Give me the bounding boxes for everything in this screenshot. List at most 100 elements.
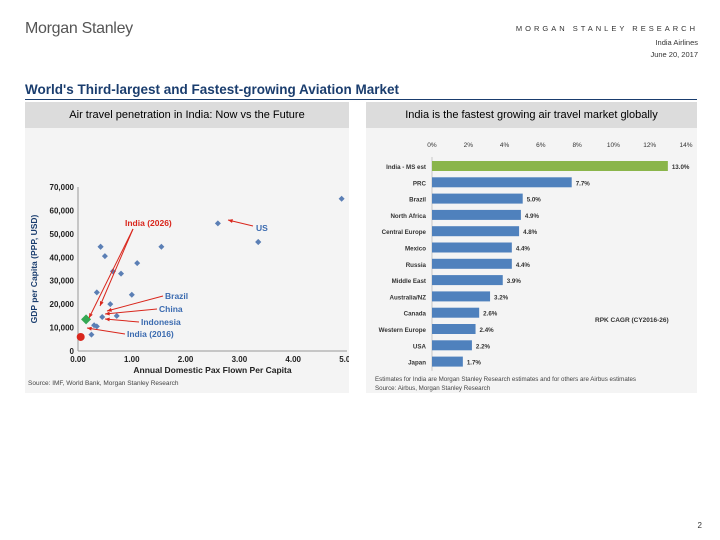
value-label: 3.2%: [494, 294, 509, 301]
bar-chart: 0% 2% 4% 6% 8% 10% 12% 14% India - MS est 13.0% PR…: [375, 142, 693, 392]
category-label: PRC: [413, 180, 427, 187]
x-tick-label: 4.00: [285, 355, 301, 364]
y-tick-label: 50,000: [50, 230, 75, 239]
x-tick-label: 10%: [607, 142, 620, 149]
arrow-china: [104, 308, 158, 315]
x-tick-label: 2%: [464, 142, 474, 149]
arrow-india-2026-b-head: [89, 313, 93, 318]
arrow-india-2026-b: [88, 228, 134, 319]
bar: [432, 258, 512, 269]
bar: [432, 307, 480, 318]
bar: [432, 161, 668, 171]
right-panel-heading: India is the fastest growing air travel …: [366, 102, 697, 128]
bar-source: Source: Airbus, Morgan Stanley Research: [375, 385, 491, 392]
bar: [432, 340, 472, 351]
y-tick-label: 10,000: [50, 324, 75, 333]
bar: [432, 193, 523, 204]
category-label: Japan: [408, 360, 426, 367]
scatter-point: [158, 243, 165, 250]
arrow-indonesia-head: [105, 317, 110, 322]
x-tick-label: 6%: [536, 142, 546, 149]
arrow-india-2026: [99, 228, 134, 307]
y-tick-label: 20,000: [50, 300, 75, 309]
page-number: 2: [697, 521, 702, 530]
bar: [432, 275, 503, 286]
slide-title: World's Third-largest and Fastest-growin…: [25, 82, 400, 97]
scatter-chart: 0 10,000 20,000 30,000 40,000 50,000 60,000 70,…: [28, 183, 355, 387]
category-label: India - MS est: [386, 164, 426, 171]
arrow-indonesia: [104, 318, 140, 323]
x-tick-label: 8%: [572, 142, 582, 149]
label-india-2016: India (2016): [127, 329, 174, 339]
x-tick-label: 4%: [500, 142, 510, 149]
label-india-2026: India (2026): [125, 218, 172, 228]
y-tick-label: 40,000: [50, 253, 75, 262]
scatter-point: [93, 289, 100, 296]
x-tick-label: 2.00: [178, 355, 194, 364]
label-indonesia: Indonesia: [141, 317, 181, 327]
arrow-india-2026-head: [100, 301, 104, 306]
value-label: 2.6%: [483, 311, 498, 318]
scatter-source: Source: IMF, World Bank, Morgan Stanley …: [28, 380, 179, 387]
y-tick-label: 60,000: [50, 206, 75, 215]
category-label: USA: [413, 343, 427, 350]
x-tick-label: 1.00: [124, 355, 140, 364]
scatter-point: [118, 270, 125, 277]
category-label: Russia: [406, 262, 427, 269]
research-label: MORGAN STANLEY RESEARCH: [515, 24, 698, 33]
india-2016-point: [76, 332, 85, 341]
bar-panel: 0% 2% 4% 6% 8% 10% 12% 14% India - MS est 13.0% PR…: [366, 128, 697, 393]
category-label: Canada: [404, 311, 427, 318]
arrow-us-head: [228, 219, 233, 223]
scatter-point: [101, 253, 108, 260]
legend-label: RPK CAGR (CY2016-26): [595, 317, 669, 324]
report-meta: India Airlines June 20, 2017: [650, 37, 698, 61]
bar-notes: Estimates for India are Morgan Stanley R…: [375, 376, 636, 383]
morgan-stanley-logo: Morgan Stanley: [25, 20, 133, 37]
label-china: China: [159, 304, 183, 314]
bar: [432, 209, 521, 220]
value-label: 2.4%: [480, 327, 495, 334]
bar: [432, 226, 520, 237]
title-rule: [25, 99, 697, 100]
scatter-point: [97, 243, 104, 250]
category-label: North Africa: [390, 213, 426, 220]
arrow-india-2016: [86, 327, 126, 335]
scatter-point: [134, 260, 141, 267]
category-label: Central Europe: [382, 229, 427, 236]
x-tick-label: 3.00: [232, 355, 248, 364]
bar: [432, 177, 572, 188]
scatter-point: [255, 239, 262, 246]
value-label: 3.9%: [507, 278, 522, 285]
scatter-point: [128, 291, 135, 298]
y-tick-label: 30,000: [50, 277, 75, 286]
scatter-point: [93, 323, 100, 330]
value-label: 4.4%: [516, 246, 531, 253]
scatter-point: [107, 301, 114, 308]
x-tick-label: 0.00: [70, 355, 86, 364]
value-label: 5.0%: [527, 197, 542, 204]
bar: [432, 291, 491, 302]
scatter-point: [99, 314, 106, 321]
x-tick-label: 0%: [427, 142, 437, 149]
scatter-point: [214, 220, 221, 227]
arrow-brazil-head: [107, 307, 112, 312]
category-label: Middle East: [392, 278, 426, 285]
left-panel-heading: Air travel penetration in India: Now vs …: [25, 102, 349, 128]
value-label: 2.2%: [476, 343, 491, 350]
y-tick-label: 0: [70, 347, 75, 356]
x-tick-label: 5.00: [339, 355, 349, 364]
scatter-point: [81, 314, 92, 325]
category-label: Mexico: [405, 246, 426, 253]
category-label: Australia/NZ: [390, 294, 427, 301]
value-label: 1.7%: [467, 360, 482, 367]
bar: [432, 356, 463, 367]
category-label: Brazil: [409, 197, 426, 204]
arrow-india-2016-head: [87, 326, 92, 331]
arrow-china-head: [105, 311, 110, 316]
bar: [432, 242, 512, 253]
value-label: 13.0%: [672, 164, 690, 171]
scatter-point: [113, 312, 120, 319]
value-label: 4.9%: [525, 213, 540, 220]
report-title: India Airlines: [655, 38, 698, 47]
